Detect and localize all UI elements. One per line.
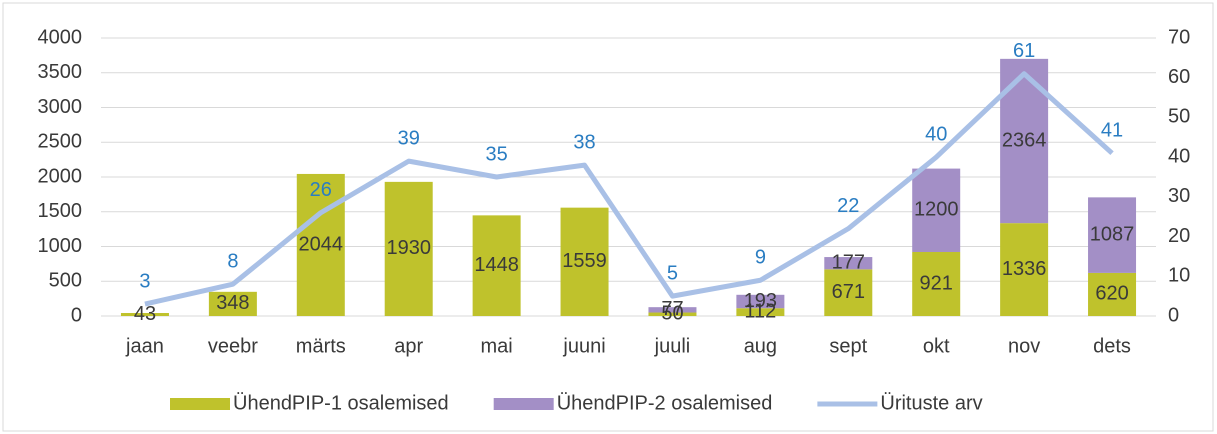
bar-segment: [1000, 223, 1049, 316]
bar-value-label: 2364: [1002, 129, 1047, 151]
bar-value-label: 921: [920, 272, 953, 294]
line-value-label: 3: [139, 270, 150, 292]
legend-label: ÜhendPIP-1 osalemised: [233, 392, 449, 414]
line-value-label: 40: [925, 123, 947, 145]
line-value-label: 61: [1013, 40, 1035, 62]
x-tick-label: märts: [296, 335, 346, 357]
bar-segment: [824, 257, 873, 270]
x-tick-label: nov: [1008, 335, 1040, 357]
y-tick-label: 500: [49, 270, 82, 292]
x-tick-label: juuni: [562, 335, 605, 357]
bar-value-label: 1336: [1002, 258, 1047, 280]
line-series: [144, 71, 1114, 307]
y-tick-label: 2000: [38, 165, 83, 187]
bar-value-label: 620: [1095, 283, 1128, 305]
bar-value-label: 77: [661, 298, 683, 320]
y2-tick-label: 10: [1168, 265, 1190, 287]
y2-tick-label: 30: [1168, 185, 1190, 207]
line-value-label: 26: [310, 179, 332, 201]
y2-tick-label: 60: [1168, 66, 1190, 88]
line-value-label: 35: [486, 143, 508, 165]
bar-value-label: 43: [134, 303, 156, 325]
bar-segment: [120, 313, 169, 316]
bar-value-label: 1200: [914, 199, 959, 221]
y2-tick-label: 20: [1168, 225, 1190, 247]
bar-value-label: 348: [216, 292, 249, 314]
bar-value-label: 1930: [386, 237, 431, 259]
line-value-label: 8: [227, 251, 238, 273]
y-tick-label: 4000: [38, 26, 83, 48]
x-tick-label: aug: [744, 335, 777, 357]
line-value-label: 38: [573, 131, 595, 153]
line-value-label: 22: [837, 195, 859, 217]
bar-segment: [472, 215, 521, 316]
line-value-label: 41: [1101, 119, 1123, 141]
y-tick-label: 1000: [38, 235, 83, 257]
x-tick-label: okt: [923, 335, 950, 357]
x-tick-label: mai: [481, 335, 513, 357]
x-tick-label: dets: [1093, 335, 1131, 357]
bar-segment: [648, 312, 697, 316]
bar-segment: [384, 181, 433, 316]
bar-value-label: 2044: [299, 233, 344, 255]
legend-label: Ürituste arv: [880, 392, 982, 414]
y2-tick-label: 50: [1168, 106, 1190, 128]
bar-segment: [208, 291, 257, 316]
bar-value-label: 1087: [1090, 223, 1135, 245]
bar-segment: [736, 294, 785, 309]
bar-value-label: 193: [744, 290, 777, 312]
x-tick-label: apr: [394, 335, 423, 357]
bar-segment: [648, 307, 697, 313]
legend-swatch: [493, 398, 554, 410]
bar-value-label: 671: [832, 281, 865, 303]
x-tick-label: sept: [829, 335, 867, 357]
bar-value-label: 1559: [562, 250, 607, 272]
line-value-label: 5: [667, 262, 678, 284]
bar-segment: [912, 168, 961, 252]
bar-segment: [824, 269, 873, 316]
bar-segment: [736, 308, 785, 316]
line-value-label: 9: [755, 247, 766, 269]
y-tick-label: 3500: [38, 61, 83, 83]
bar-segment: [912, 251, 961, 316]
y2-tick-label: 40: [1168, 145, 1190, 167]
y-tick-label: 2500: [38, 131, 83, 153]
bar-value-label: 1448: [474, 254, 519, 276]
x-tick-label: juuli: [654, 335, 691, 357]
line-value-label: 39: [398, 127, 420, 149]
y2-tick-label: 0: [1168, 304, 1179, 326]
bar-value-label: 50: [661, 303, 683, 325]
y2-tick-label: 70: [1168, 26, 1190, 48]
legend-swatch: [170, 398, 230, 410]
y-tick-label: 0: [71, 304, 82, 326]
legend-label: ÜhendPIP-2 osalemised: [557, 392, 773, 414]
bar-segment: [1088, 272, 1137, 316]
bar-value-label: 177: [832, 251, 865, 273]
bar-segment: [560, 207, 609, 316]
y-tick-label: 3000: [38, 96, 83, 118]
bar-segment: [296, 173, 345, 316]
y-tick-label: 1500: [38, 200, 83, 222]
bar-value-label: 112: [744, 300, 776, 322]
x-tick-label: veebr: [208, 335, 258, 357]
bar-segment: [1088, 197, 1137, 273]
x-tick-label: jaan: [125, 335, 164, 357]
